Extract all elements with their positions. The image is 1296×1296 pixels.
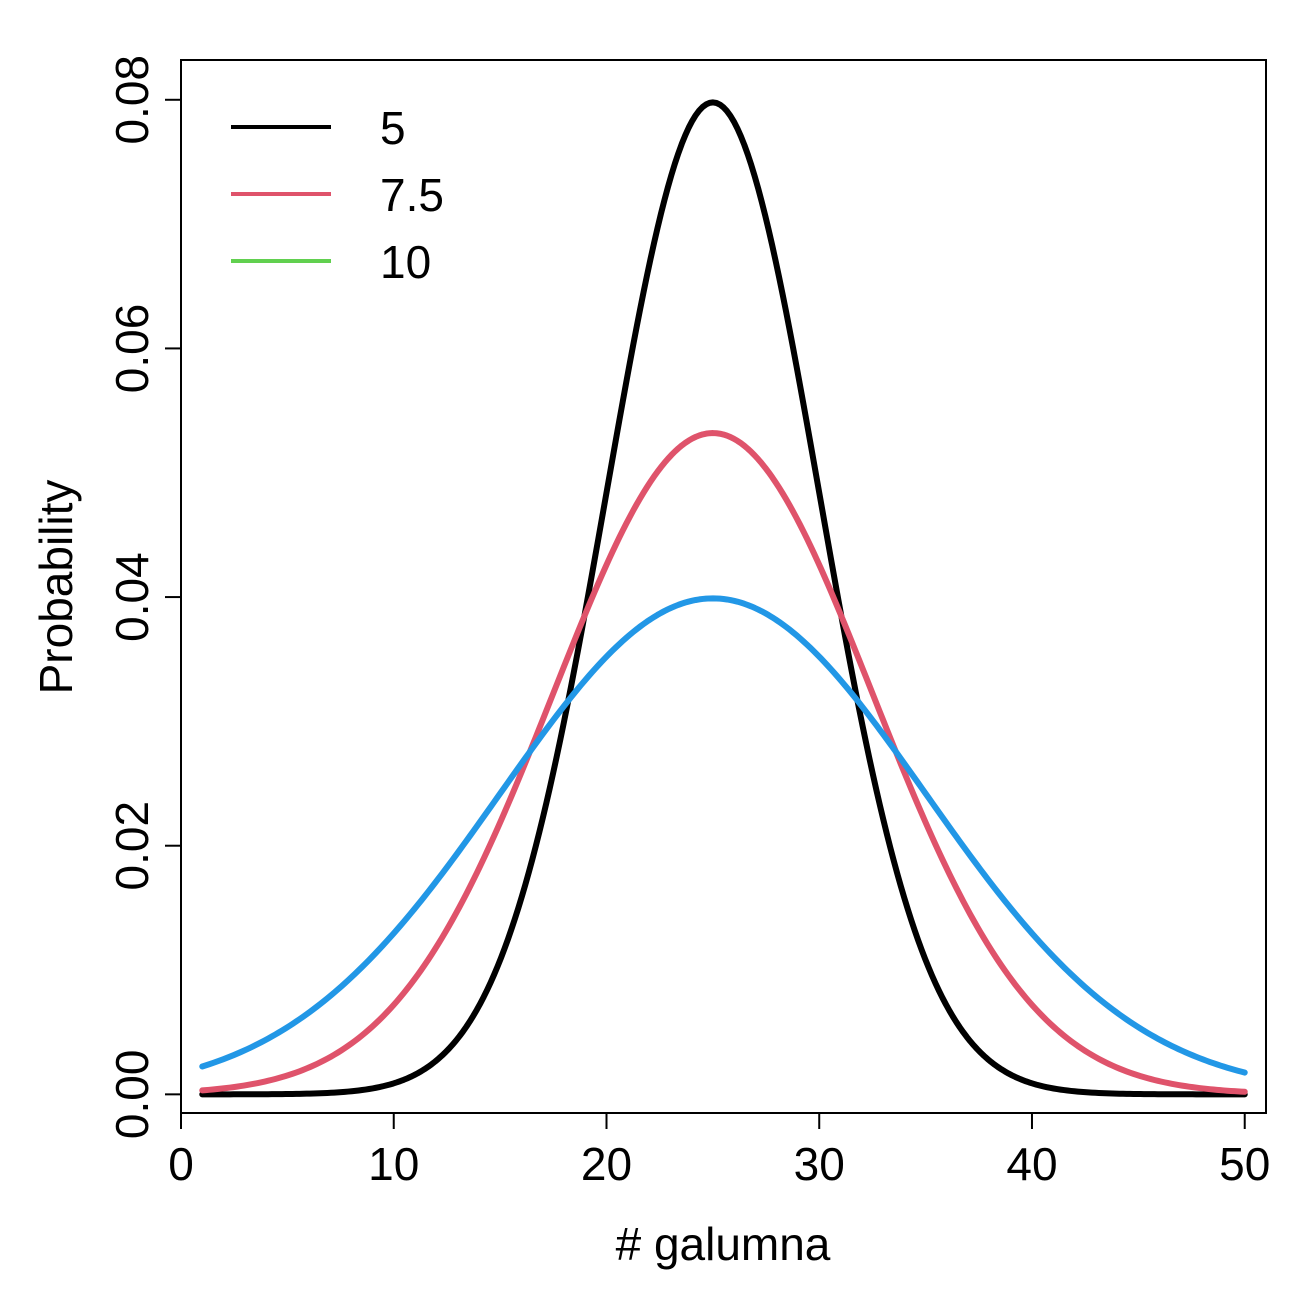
- x-tick-label: 30: [794, 1138, 845, 1190]
- y-tick-label: 0.00: [106, 1050, 158, 1140]
- y-tick-label: 0.08: [106, 55, 158, 145]
- x-tick-label: 40: [1006, 1138, 1057, 1190]
- y-axis: 0.00 0.02 0.04 0.06 0.08: [106, 55, 182, 1140]
- y-axis-label: Probability: [30, 480, 82, 695]
- x-axis-label: # galumna: [616, 1218, 831, 1270]
- legend-label: 7.5: [380, 169, 444, 221]
- y-tick-label: 0.02: [106, 801, 158, 891]
- legend-label: 10: [380, 236, 431, 288]
- series-line-1: [199, 99, 1248, 1098]
- y-tick-label: 0.04: [106, 552, 158, 642]
- x-tick-label: 10: [368, 1138, 419, 1190]
- x-tick-label: 20: [581, 1138, 632, 1190]
- legend-label: 5: [380, 102, 406, 154]
- series-layer: [199, 99, 1248, 1098]
- x-tick-label: 50: [1219, 1138, 1270, 1190]
- series-line-2: [199, 430, 1248, 1095]
- series-line-3: [199, 595, 1248, 1076]
- legend: 5 7.5 10: [231, 102, 444, 288]
- plot-frame: [180, 59, 1267, 1114]
- x-tick-label: 0: [168, 1138, 194, 1190]
- y-tick-label: 0.06: [106, 304, 158, 394]
- x-axis: 0 10 20 30 40 50: [168, 1112, 1270, 1190]
